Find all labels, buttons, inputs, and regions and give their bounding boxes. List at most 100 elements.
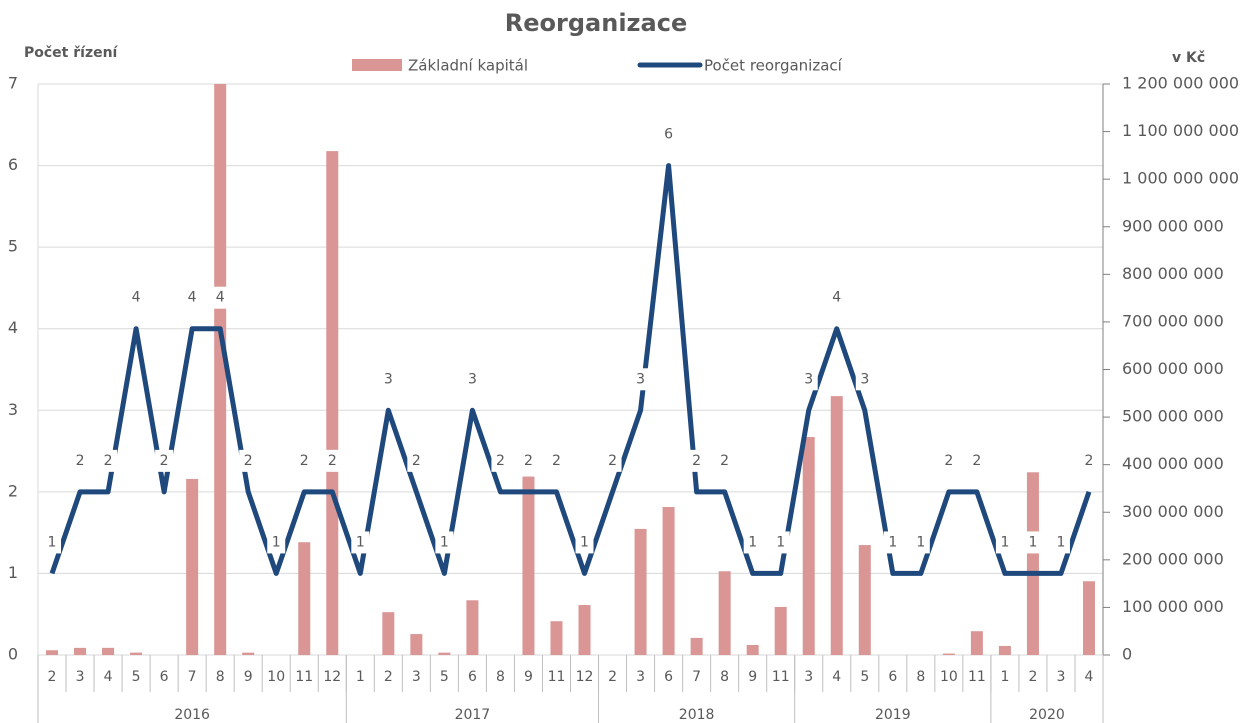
data-label: 1 bbox=[1028, 534, 1037, 550]
data-label: 3 bbox=[636, 371, 645, 387]
legend-swatch bbox=[352, 59, 402, 71]
year-label: 2018 bbox=[679, 707, 715, 723]
bar bbox=[130, 652, 143, 655]
data-label: 1 bbox=[1056, 534, 1065, 550]
data-label-bg bbox=[995, 531, 1014, 554]
y2-tick-label: 600 000 000 bbox=[1122, 359, 1224, 378]
x-tick-label: 5 bbox=[860, 669, 869, 685]
data-label-bg bbox=[547, 449, 566, 472]
data-label-bg bbox=[99, 449, 118, 472]
data-label-bg bbox=[687, 449, 706, 472]
data-label: 4 bbox=[132, 290, 141, 306]
bar bbox=[298, 542, 311, 655]
y-tick-label: 6 bbox=[8, 155, 18, 174]
data-label-bg bbox=[407, 449, 426, 472]
x-tick-label: 2 bbox=[608, 669, 617, 685]
data-label: 3 bbox=[860, 371, 869, 387]
x-tick-label: 1 bbox=[1000, 669, 1009, 685]
x-tick-label: 6 bbox=[160, 669, 169, 685]
bar bbox=[438, 652, 451, 655]
data-label: 1 bbox=[916, 534, 925, 550]
x-tick-label: 7 bbox=[692, 669, 701, 685]
bar bbox=[242, 652, 255, 655]
legend-label: Základní kapitál bbox=[408, 57, 528, 75]
x-tick-label: 9 bbox=[748, 669, 757, 685]
data-label-bg bbox=[155, 449, 174, 472]
data-label: 2 bbox=[160, 453, 169, 469]
y-tick-label: 1 bbox=[8, 563, 18, 582]
data-label: 4 bbox=[216, 290, 225, 306]
x-tick-label: 11 bbox=[295, 669, 313, 685]
data-label-bg bbox=[435, 531, 454, 554]
legend-label: Počet reorganizací bbox=[704, 57, 843, 75]
bar bbox=[634, 528, 647, 655]
data-label-bg bbox=[239, 449, 258, 472]
bar bbox=[186, 478, 199, 655]
data-label: 3 bbox=[384, 371, 393, 387]
data-label: 1 bbox=[48, 534, 57, 550]
x-tick-label: 8 bbox=[916, 669, 925, 685]
bar bbox=[942, 653, 955, 655]
data-label-bg bbox=[631, 368, 650, 391]
data-label-bg bbox=[659, 123, 678, 146]
y-tick-label: 5 bbox=[8, 237, 18, 256]
x-tick-label: 6 bbox=[888, 669, 897, 685]
data-label-bg bbox=[1079, 449, 1098, 472]
y-tick-label: 7 bbox=[8, 74, 18, 93]
data-label: 1 bbox=[776, 534, 785, 550]
x-tick-label: 2 bbox=[1028, 669, 1037, 685]
bar bbox=[46, 650, 59, 655]
data-label-bg bbox=[519, 449, 538, 472]
year-label: 2017 bbox=[455, 707, 491, 723]
x-tick-label: 11 bbox=[772, 669, 790, 685]
data-label: 2 bbox=[720, 453, 729, 469]
x-tick-label: 10 bbox=[267, 669, 285, 685]
y2-tick-label: 100 000 000 bbox=[1122, 597, 1224, 616]
data-label: 2 bbox=[692, 453, 701, 469]
bar bbox=[970, 631, 983, 655]
data-label: 2 bbox=[972, 453, 981, 469]
data-label: 2 bbox=[76, 453, 85, 469]
y2-tick-label: 800 000 000 bbox=[1122, 264, 1224, 283]
data-label-bg bbox=[323, 449, 342, 472]
x-tick-label: 4 bbox=[104, 669, 113, 685]
data-label-bg bbox=[603, 449, 622, 472]
bar bbox=[466, 600, 479, 655]
data-label-bg bbox=[267, 531, 286, 554]
data-label-bg bbox=[939, 449, 958, 472]
y-tick-label: 2 bbox=[8, 481, 18, 500]
bar bbox=[382, 612, 395, 655]
y-tick-label: 0 bbox=[8, 645, 18, 664]
line bbox=[49, 163, 1092, 576]
y2-axis-title: v Kč bbox=[1172, 50, 1205, 66]
x-tick-label: 3 bbox=[76, 669, 85, 685]
y-tick-label: 3 bbox=[8, 400, 18, 419]
y2-tick-label: 1 000 000 000 bbox=[1122, 169, 1239, 188]
bar bbox=[802, 437, 815, 655]
data-label-bg bbox=[379, 368, 398, 391]
bar bbox=[522, 476, 535, 655]
x-tick-label: 3 bbox=[636, 669, 645, 685]
data-label-bg bbox=[1023, 531, 1042, 554]
data-label-bg bbox=[575, 531, 594, 554]
data-label: 1 bbox=[1000, 534, 1009, 550]
y2-tick-label: 200 000 000 bbox=[1122, 549, 1224, 568]
bar bbox=[410, 634, 423, 655]
data-label: 1 bbox=[748, 534, 757, 550]
bar bbox=[830, 396, 843, 655]
data-label: 2 bbox=[244, 453, 253, 469]
data-label: 2 bbox=[328, 453, 337, 469]
data-label-bg bbox=[351, 531, 370, 554]
data-label-bg bbox=[71, 449, 90, 472]
data-label-bg bbox=[911, 531, 930, 554]
data-label-bg bbox=[799, 368, 818, 391]
bar bbox=[1026, 472, 1039, 655]
y2-tick-label: 400 000 000 bbox=[1122, 454, 1224, 473]
data-label: 1 bbox=[356, 534, 365, 550]
x-tick-label: 10 bbox=[940, 669, 958, 685]
data-label-bg bbox=[715, 449, 734, 472]
bar bbox=[774, 606, 787, 655]
x-tick-label: 9 bbox=[244, 669, 253, 685]
x-tick-label: 2 bbox=[384, 669, 393, 685]
